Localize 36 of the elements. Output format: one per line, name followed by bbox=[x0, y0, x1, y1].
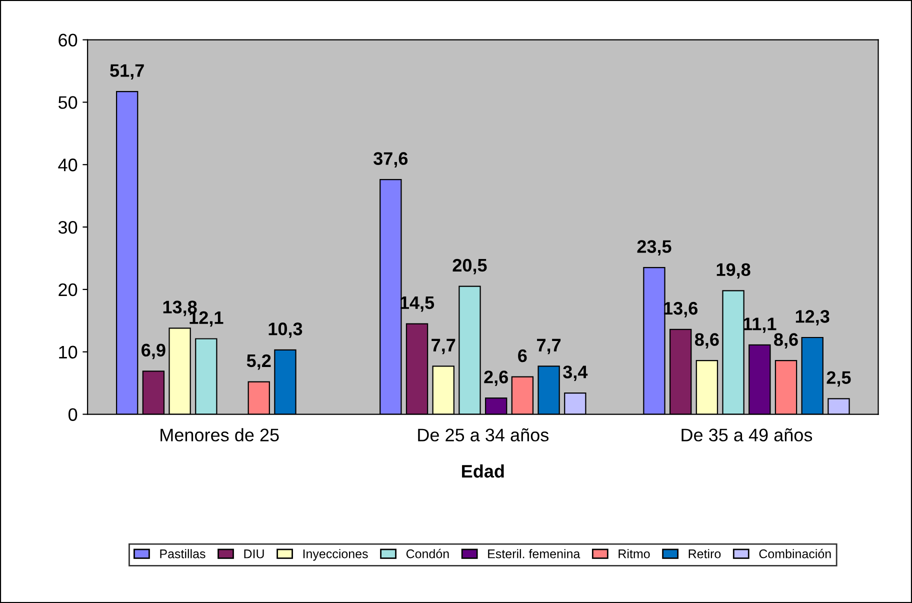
data-label: 37,6 bbox=[374, 152, 408, 168]
legend-label: Combinación bbox=[759, 548, 831, 558]
y-tick-label: 40 bbox=[58, 158, 78, 172]
y-tick-label: 0 bbox=[68, 408, 78, 421]
data-label: 7,7 bbox=[537, 338, 561, 354]
data-label: 23,5 bbox=[637, 240, 672, 256]
data-label: 2,5 bbox=[826, 371, 851, 387]
legend-label: DIU bbox=[244, 550, 264, 558]
data-label: 19,8 bbox=[716, 263, 750, 279]
data-label: 3,4 bbox=[563, 366, 588, 381]
data-label: 8,6 bbox=[694, 333, 719, 349]
legend-label: Esteril. femenina bbox=[488, 549, 580, 558]
legend-label: Pastillas bbox=[160, 549, 206, 558]
x-axis-title: Edad bbox=[462, 464, 504, 478]
y-tick-label: 20 bbox=[58, 283, 78, 296]
data-label: 5,2 bbox=[246, 354, 271, 370]
legend-label: Condón bbox=[406, 548, 449, 558]
data-label: 6 bbox=[518, 349, 527, 362]
x-tick-label: De 35 a 49 años bbox=[682, 428, 812, 442]
data-label: 6,9 bbox=[142, 344, 166, 360]
legend-label: Ritmo bbox=[618, 549, 650, 558]
data-label: 51,7 bbox=[110, 64, 144, 80]
data-label: 10,3 bbox=[268, 322, 302, 338]
data-label: 20,5 bbox=[452, 258, 487, 274]
data-label: 8,6 bbox=[774, 333, 798, 349]
x-tick-label: De 25 a 34 años bbox=[418, 428, 549, 442]
data-label: 2,6 bbox=[484, 370, 508, 386]
y-tick-label: 30 bbox=[58, 220, 78, 234]
legend-label: Retiro bbox=[688, 549, 721, 558]
y-tick-label: 50 bbox=[58, 96, 78, 109]
data-label: 7,7 bbox=[432, 338, 456, 354]
y-tick-label: 60 bbox=[58, 34, 78, 47]
x-tick-label: Menores de 25 bbox=[160, 428, 279, 442]
legend-label: Inyecciones bbox=[303, 549, 368, 561]
y-tick-label: 10 bbox=[59, 346, 78, 359]
data-label: 12,3 bbox=[796, 310, 830, 326]
